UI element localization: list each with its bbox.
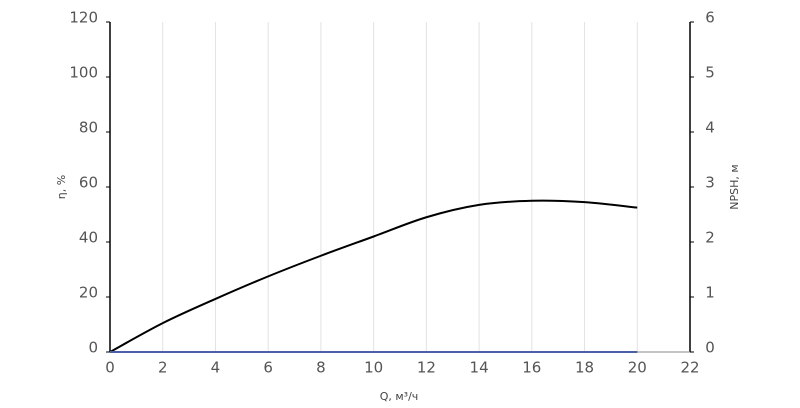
y2-tick-label: 2 (705, 229, 715, 247)
x-tick-label: 0 (105, 359, 115, 377)
x-tick-label: 2 (158, 359, 168, 377)
x-tick-label: 8 (316, 359, 326, 377)
y-tick-label: 60 (79, 174, 98, 192)
x-tick-label: 20 (628, 359, 647, 377)
y2-tick-label: 6 (705, 9, 715, 27)
y2-tick-label: 0 (705, 339, 715, 357)
x-tick-label: 12 (417, 359, 436, 377)
x-tick-label: 18 (575, 359, 594, 377)
y-tick-label: 120 (69, 9, 98, 27)
y2-tick-label: 3 (705, 174, 715, 192)
x-tick-label: 6 (263, 359, 273, 377)
y2-axis-label: NPSH, м (728, 164, 741, 209)
y-tick-label: 100 (69, 64, 98, 82)
y-tick-label: 0 (88, 339, 98, 357)
x-tick-label: 10 (364, 359, 383, 377)
y-tick-label: 20 (79, 284, 98, 302)
x-tick-label: 4 (211, 359, 221, 377)
x-tick-label: 16 (522, 359, 541, 377)
y-tick-label: 80 (79, 119, 98, 137)
y2-tick-label: 5 (705, 64, 715, 82)
x-tick-label: 22 (680, 359, 699, 377)
x-tick-label: 14 (470, 359, 489, 377)
series-line (109, 199, 638, 353)
y-axis-label: η, % (55, 175, 68, 199)
x-axis-label: Q, м³/ч (380, 390, 419, 403)
y2-tick-label: 1 (705, 284, 715, 302)
y-tick-label: 40 (79, 229, 98, 247)
y2-tick-label: 4 (705, 119, 715, 137)
